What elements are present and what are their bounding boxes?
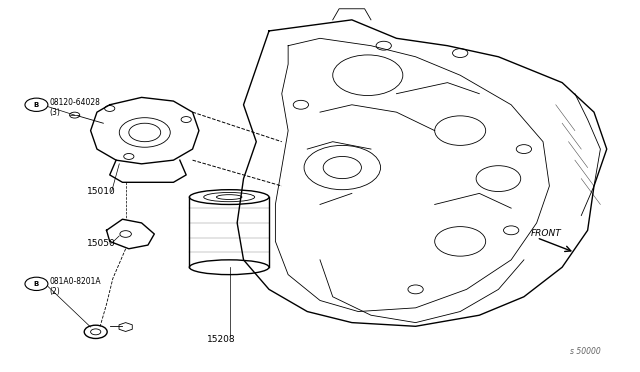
Text: 15010: 15010 [88,187,116,196]
Text: 081A0-8201A: 081A0-8201A [49,278,101,286]
Text: (2): (2) [49,287,60,296]
Text: B: B [34,281,39,287]
Text: 15208: 15208 [207,335,236,344]
Text: B: B [34,102,39,108]
Text: s 50000: s 50000 [570,347,600,356]
Text: (3): (3) [49,108,60,117]
Text: 15050: 15050 [88,239,116,248]
Text: FRONT: FRONT [531,230,561,238]
Text: 08120-64028: 08120-64028 [49,99,100,108]
